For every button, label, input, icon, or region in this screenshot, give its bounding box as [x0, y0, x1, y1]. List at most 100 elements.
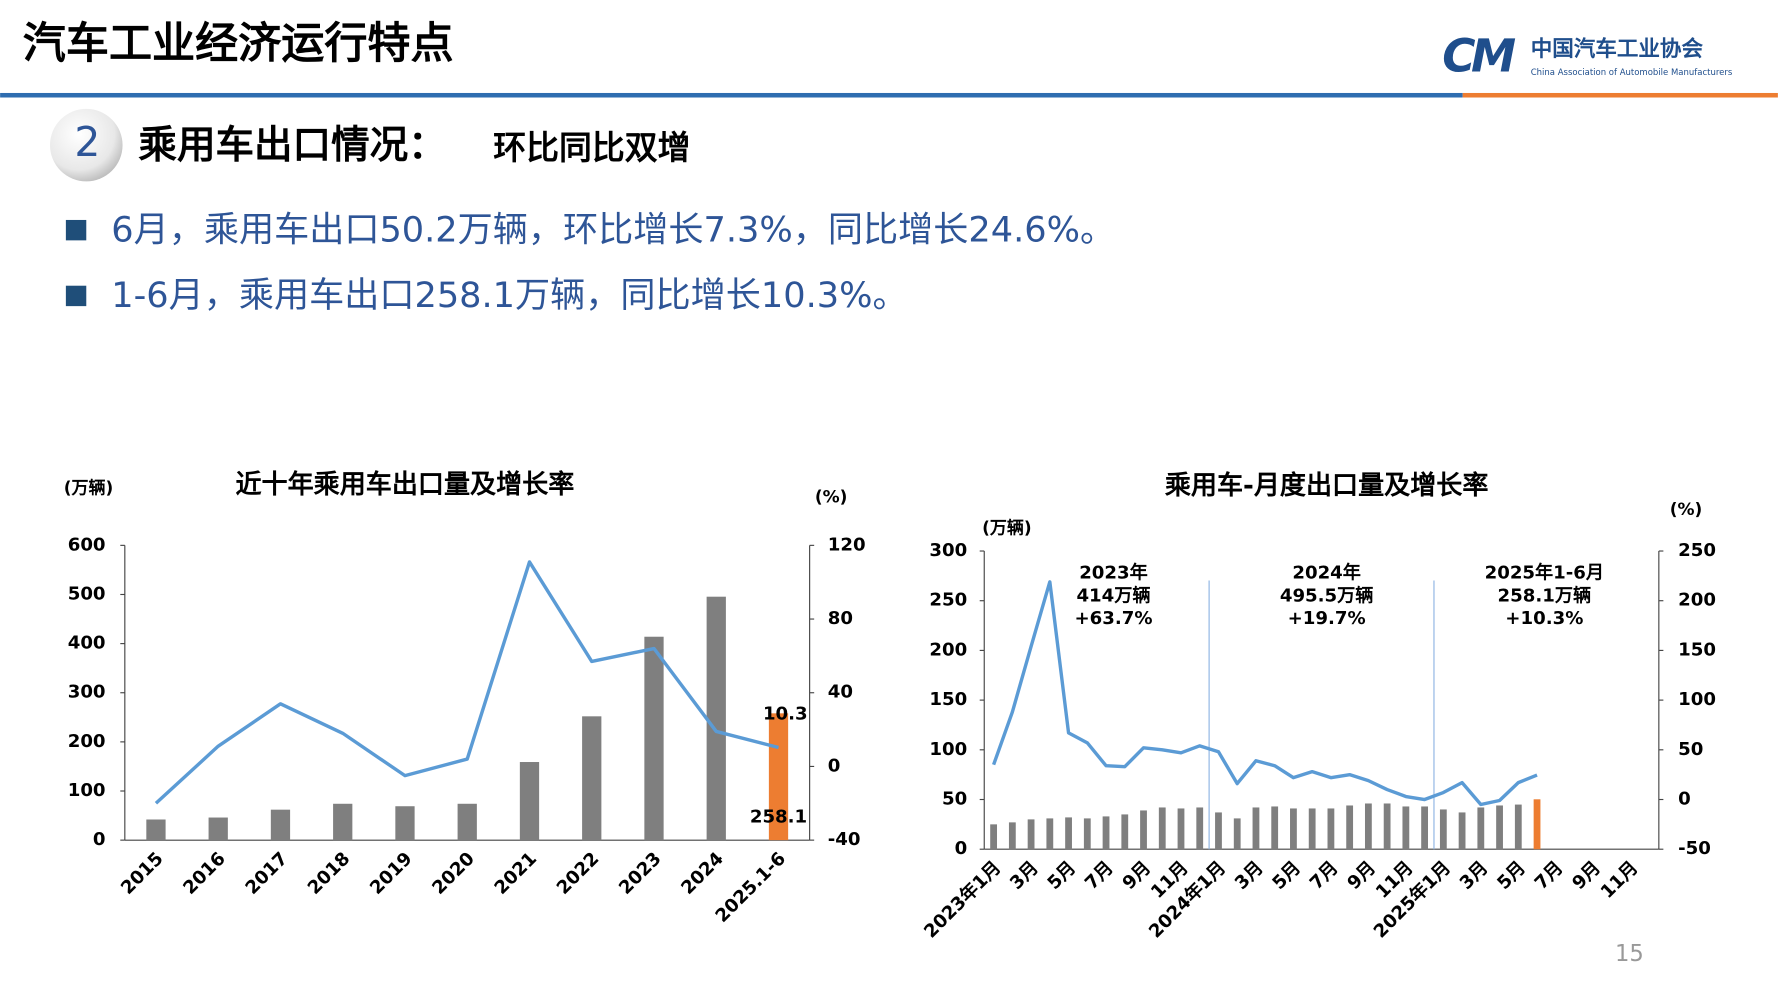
bar: [146, 819, 166, 841]
bar: [1102, 816, 1110, 850]
annotation: 495.5万辆: [1280, 584, 1374, 606]
bar: [1271, 806, 1279, 850]
y-tick-label: 100: [929, 739, 967, 760]
logo-cn: 中国汽车工业协会: [1531, 36, 1704, 62]
section-badge: [49, 108, 123, 182]
x-tick-label: 2021: [491, 848, 542, 899]
x-tick-label: 2022: [553, 848, 604, 899]
bullet-square: [65, 285, 87, 307]
bar: [1364, 803, 1372, 850]
y-tick-label: 400: [68, 633, 106, 654]
x-tick-label: 11月: [1597, 857, 1643, 903]
bar: [1290, 808, 1297, 850]
bar: [1439, 809, 1447, 850]
x-tick-label: 3月: [1006, 857, 1043, 894]
page-number: 15: [1615, 941, 1644, 967]
bar: [1458, 812, 1466, 850]
line-series: [992, 580, 1538, 807]
y2-tick-label: 200: [1678, 590, 1716, 611]
bar: [1046, 818, 1054, 850]
bar: [1421, 806, 1429, 850]
bar: [644, 636, 664, 841]
x-tick-label: 7月: [1306, 857, 1343, 894]
bar: [1008, 822, 1016, 850]
chart-title: 乘用车-月度出口量及增长率: [1164, 470, 1489, 501]
bar: [1233, 818, 1241, 850]
x-tick-label: 2024: [677, 848, 728, 899]
bullet-text: 1-6月，乘用车出口258.1万辆，同比增长10.3%。: [111, 275, 907, 316]
bar: [1065, 817, 1072, 850]
header-rule: [0, 92, 1463, 98]
bar: [1177, 808, 1185, 850]
y2-axis-label: (%): [1670, 500, 1703, 520]
y2-tick-label: 50: [1678, 739, 1703, 760]
annotation: 2024年: [1292, 562, 1361, 584]
bar: [990, 824, 998, 850]
x-tick-label: 5月: [1268, 857, 1305, 894]
bar: [519, 762, 540, 841]
y2-tick-label: -50: [1678, 838, 1711, 859]
bar: [1215, 812, 1222, 850]
bar: [582, 716, 602, 841]
slide-title: 汽车工业经济运行特点: [23, 19, 454, 69]
annotation: +63.7%: [1074, 608, 1152, 629]
x-tick-label: 2023: [615, 848, 666, 899]
bar: [706, 596, 726, 841]
y-tick-label: 600: [68, 534, 106, 555]
x-tick-label: 2019: [366, 848, 417, 899]
annotation: +19.7%: [1288, 608, 1366, 629]
bar: [270, 809, 291, 841]
x-tick-label: 7月: [1081, 857, 1118, 894]
y-tick-label: 250: [929, 590, 967, 611]
bar: [1327, 808, 1335, 850]
y-tick-label: 50: [942, 789, 967, 810]
bar: [1083, 818, 1091, 850]
bullet-text: 6月，乘用车出口50.2万辆，环比增长7.3%，同比增长24.6%。: [111, 209, 1115, 250]
bar: [1477, 807, 1485, 850]
bar: [333, 803, 353, 841]
y2-tick-label: -40: [828, 829, 861, 850]
x-tick-label: 3月: [1231, 857, 1268, 894]
logo-mark: CM: [1442, 29, 1516, 82]
y2-tick-label: 150: [1678, 639, 1716, 660]
annotation: 414万辆: [1076, 584, 1150, 606]
x-tick-label: 2016: [179, 848, 230, 899]
bar: [1308, 808, 1316, 850]
y-tick-label: 500: [68, 583, 106, 604]
x-tick-label: 7月: [1531, 857, 1568, 894]
x-tick-label: 5月: [1493, 857, 1530, 894]
x-tick-label: 3月: [1456, 857, 1493, 894]
bar: [457, 803, 477, 841]
y2-axis-label: (%): [815, 488, 848, 508]
section-number: 2: [74, 118, 100, 166]
y2-tick-label: 0: [828, 755, 841, 776]
bar: [1514, 804, 1522, 850]
y-tick-label: 300: [68, 682, 106, 703]
annotation: 258.1万辆: [1498, 584, 1592, 606]
bar: [1533, 799, 1541, 850]
x-tick-label: 2018: [304, 848, 355, 899]
bullet-square: [65, 219, 87, 241]
chart-title: 近十年乘用车出口量及增长率: [235, 469, 574, 500]
bar-value-label: 258.1: [750, 806, 807, 827]
header-rule-accent: [1462, 92, 1778, 98]
y2-tick-label: 100: [1678, 689, 1716, 710]
y-tick-label: 300: [929, 540, 967, 561]
bar: [1383, 803, 1391, 850]
y-tick-label: 200: [929, 639, 967, 660]
bar: [1196, 807, 1204, 850]
bar: [395, 806, 415, 841]
bar: [1252, 807, 1260, 850]
section-title: 乘用车出口情况：: [138, 123, 446, 168]
y2-tick-label: 120: [828, 534, 866, 555]
x-tick-label: 2020: [428, 848, 479, 899]
y2-tick-label: 40: [828, 682, 853, 703]
bar: [1346, 805, 1354, 850]
y-axis-label: (万辆): [982, 517, 1032, 538]
x-tick-label: 2023年1月: [919, 857, 1005, 943]
y-axis-label: (万辆): [64, 478, 114, 499]
y-tick-label: 0: [93, 829, 106, 850]
x-tick-label: 2015: [117, 848, 168, 899]
